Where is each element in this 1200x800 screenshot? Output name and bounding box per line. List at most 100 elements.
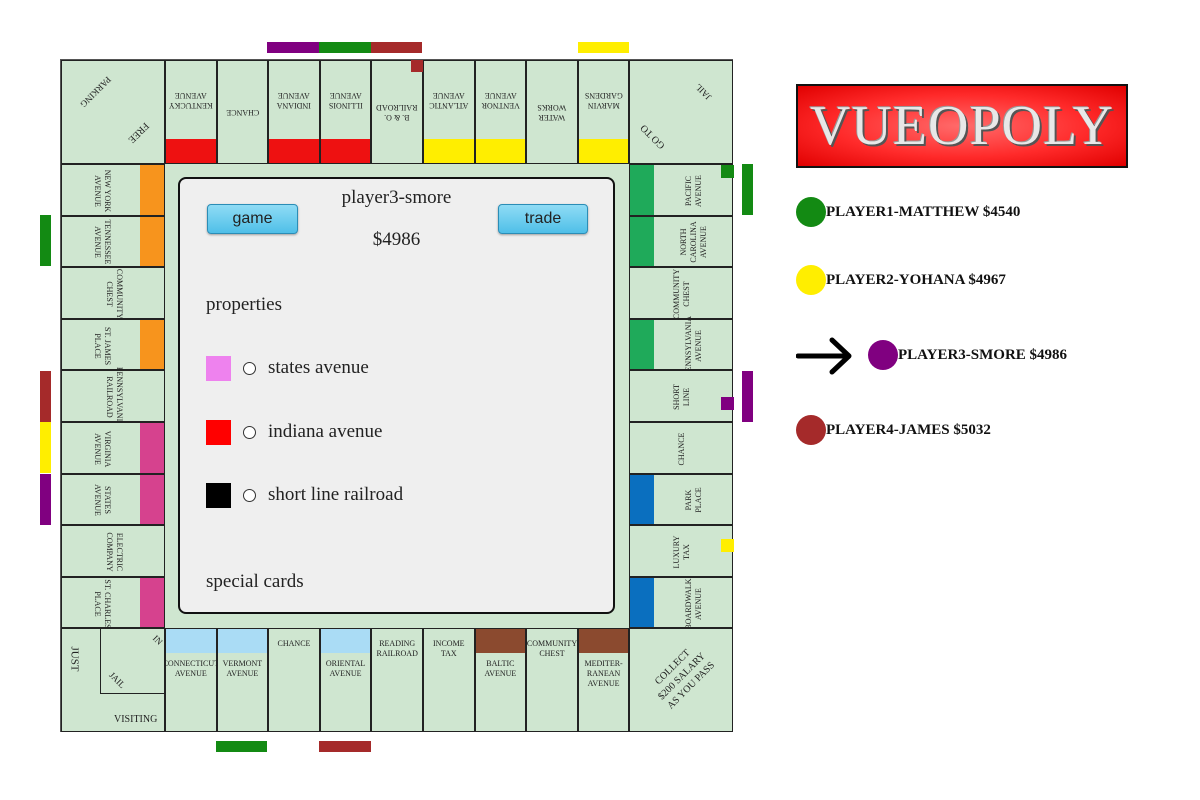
board-space-bottom[interactable]: COMMUNITY CHEST (526, 628, 578, 732)
board-space-label: COMMUNITY CHEST (671, 268, 691, 320)
properties-heading: properties (206, 294, 282, 315)
board-space-bottom[interactable]: READING RAILROAD (371, 628, 423, 732)
color-band (140, 319, 164, 370)
owner-marker-left-purple (40, 474, 51, 525)
owner-marker-right-purple (742, 371, 753, 422)
color-band (475, 139, 526, 163)
color-band (630, 474, 654, 525)
corner-go[interactable]: COLLECT $200 SALARY AS YOU PASS (629, 628, 733, 732)
color-band (630, 216, 654, 267)
board-space-label: ELECTRIC COMPANY (104, 532, 124, 572)
color-band (217, 629, 268, 653)
special-cards-heading: special cards (206, 571, 304, 592)
color-band (630, 319, 654, 370)
board-space-left[interactable]: NEW YORK AVENUE (61, 164, 165, 216)
board-space-label: STATES AVENUE (92, 484, 112, 517)
token-yellow-luxury-tax (721, 539, 734, 552)
board-space-bottom[interactable]: MEDITER- RANEAN AVENUE (577, 628, 630, 732)
color-band (578, 629, 629, 653)
corner-jail-visiting: VISITING (114, 714, 158, 725)
color-band (630, 165, 654, 215)
board-space-label: BOARDWALK AVENUE (683, 578, 703, 630)
board-space-label: VENTNOR AVENUE (481, 91, 520, 110)
board-space-right[interactable]: CHANCE (629, 422, 733, 474)
board-space-top[interactable]: MARVIN GARDENS (577, 60, 630, 164)
board-space-bottom[interactable]: CONNECTICUT AVENUE (163, 628, 219, 732)
board-space-bottom[interactable]: CHANCE (268, 628, 320, 732)
board-space-left[interactable]: PENNSYLVANIA RAILROAD (61, 367, 165, 428)
corner-go-to-jail[interactable]: JAIL GO TO (629, 60, 733, 164)
trade-button[interactable]: trade (498, 204, 588, 234)
board-space-right[interactable]: LUXURY TAX (629, 525, 733, 577)
logo-text: VUEOPOLY (809, 95, 1115, 157)
player-entry: PLAYER4-JAMES $5032 (796, 415, 991, 445)
board-space-label: NORTH CAROLINA AVENUE (678, 221, 708, 264)
board-space-left[interactable]: ELECTRIC COMPANY (61, 525, 165, 577)
color-band (140, 165, 164, 215)
color-band (140, 423, 164, 473)
property-radio[interactable] (243, 488, 256, 502)
owner-marker-right-green (742, 164, 753, 215)
board-space-left[interactable]: ST. CHARLES PLACE (61, 576, 165, 629)
board-space-right[interactable]: NORTH CAROLINA AVENUE (629, 215, 733, 268)
board-space-label: VIRGINIA AVENUE (92, 430, 112, 468)
board-space-label: COMMUNITY CHEST (526, 639, 578, 658)
corner-go-text: COLLECT $200 SALARY AS YOU PASS (653, 647, 718, 712)
corner-jail-just: JUST (68, 646, 81, 672)
game-button[interactable]: game (207, 204, 298, 234)
board-space-top[interactable]: KENTUCKY AVENUE (165, 60, 217, 164)
color-band (578, 139, 629, 163)
board-space-right[interactable]: BOARDWALK AVENUE (629, 576, 733, 630)
board-space-top[interactable]: WATER WORKS (526, 60, 578, 164)
game-board: KENTUCKY AVENUE CHANCE INDIANA AVENUE ILLIN… (60, 59, 734, 732)
board-space-top[interactable]: B. & O. RAILROAD (371, 60, 423, 164)
board-space-bottom[interactable]: INCOME TAX (423, 628, 475, 732)
board-space-bottom[interactable]: BALTIC AVENUE (474, 628, 527, 732)
property-item[interactable]: short line railroad (206, 482, 404, 508)
corner-jail[interactable]: JUST IN JAIL VISITING (61, 628, 165, 732)
owner-marker-bottom-green (216, 741, 267, 752)
board-space-left[interactable]: COMMUNITY CHEST (61, 267, 165, 319)
board-space-top[interactable]: CHANCE (216, 60, 269, 164)
property-item[interactable]: states avenue (206, 355, 369, 381)
player-label: PLAYER4-JAMES $5032 (826, 421, 991, 438)
board-space-label: COMMUNITY CHEST (104, 268, 124, 320)
board-space-right[interactable]: PACIFIC AVENUE (629, 164, 733, 216)
board-space-label: CHANCE (277, 639, 311, 648)
player-panel: player3-smore game trade $4986 propertie… (178, 177, 615, 614)
board-space-bottom[interactable]: VERMONT AVENUE (216, 628, 269, 732)
property-item[interactable]: indiana avenue (206, 419, 383, 445)
owner-marker-left-green (40, 215, 51, 266)
board-space-left[interactable]: STATES AVENUE (61, 473, 165, 526)
property-color-swatch (206, 482, 231, 508)
board-space-right[interactable]: PENNSYLVANIA AVENUE (629, 316, 733, 376)
property-name: indiana avenue (268, 421, 383, 442)
property-radio[interactable] (243, 361, 256, 375)
board-space-label: MARVIN GARDENS (584, 91, 623, 110)
board-space-label: ILLINOIS AVENUE (328, 91, 363, 110)
property-name: states avenue (268, 357, 369, 378)
board-space-right[interactable]: COMMUNITY CHEST (629, 267, 733, 319)
board-space-left[interactable]: TENNESSEE AVENUE (61, 215, 165, 268)
property-radio[interactable] (243, 425, 256, 439)
board-space-right[interactable]: PARK PLACE (629, 473, 733, 526)
board-space-top[interactable]: ATLANTIC AVENUE (423, 60, 475, 164)
board-space-label: PENNSYLVANIA RAILROAD (104, 367, 124, 428)
board-space-label: ATLANTIC AVENUE (429, 91, 469, 110)
corner-go-to-jail-word1: JAIL (693, 81, 714, 103)
board-space-label: READING RAILROAD (376, 639, 418, 658)
board-space-bottom[interactable]: ORIENTAL AVENUE (319, 628, 372, 732)
color-band (140, 474, 164, 525)
board-space-label: INCOME TAX (433, 639, 465, 658)
board-space-top[interactable]: INDIANA AVENUE (268, 60, 320, 164)
board-space-right[interactable]: SHORT LINE (629, 370, 733, 422)
board-space-left[interactable]: VIRGINIA AVENUE (61, 422, 165, 474)
color-band (166, 139, 216, 163)
corner-free-parking[interactable]: PARKING FREE (61, 60, 165, 164)
color-band (424, 139, 474, 163)
board-space-top[interactable]: VENTNOR AVENUE (474, 60, 527, 164)
board-space-top[interactable]: ILLINOIS AVENUE (319, 60, 372, 164)
board-space-left[interactable]: ST. JAMES PLACE (61, 318, 165, 371)
property-name: short line railroad (268, 484, 404, 505)
player-entry: PLAYER1-MATTHEW $4540 (796, 197, 1020, 227)
